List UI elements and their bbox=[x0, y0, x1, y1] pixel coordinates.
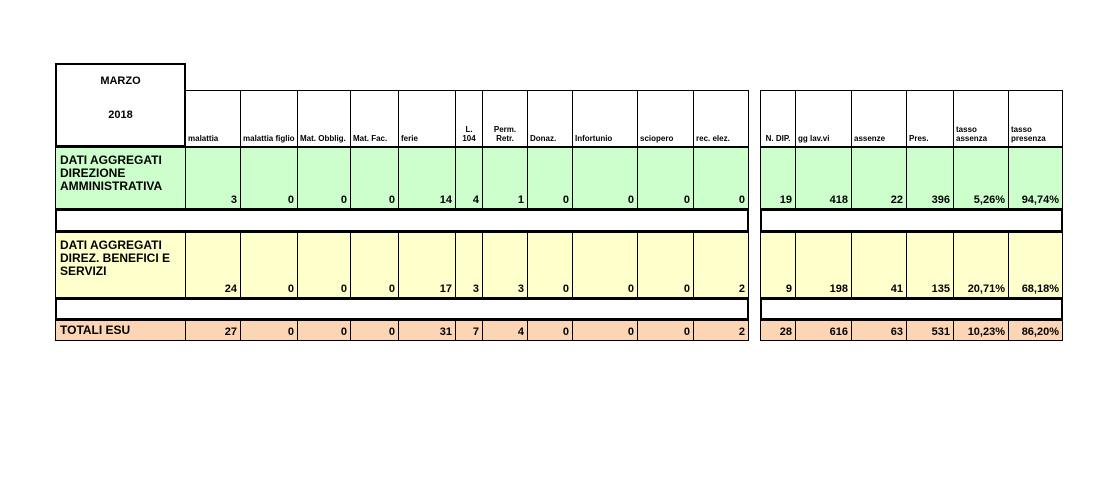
cell: 94,74% bbox=[1008, 147, 1063, 209]
cell: 3 bbox=[185, 147, 241, 209]
column-header: L. 104 bbox=[455, 90, 483, 147]
cell: 0 bbox=[693, 147, 749, 209]
cell: 2 bbox=[693, 320, 749, 341]
cell: 0 bbox=[240, 232, 298, 298]
cell: 0 bbox=[527, 232, 573, 298]
cell: 3 bbox=[482, 232, 528, 298]
cell: 19 bbox=[760, 147, 796, 209]
cell: 2 bbox=[693, 232, 749, 298]
column-header: gg lav.vi bbox=[795, 90, 852, 147]
cell: 63 bbox=[851, 320, 907, 341]
cell: 10,23% bbox=[953, 320, 1009, 341]
cell: 4 bbox=[482, 320, 528, 341]
cell: 0 bbox=[350, 147, 399, 209]
row-label: TOTALI ESU bbox=[55, 320, 186, 341]
cell: 9 bbox=[760, 232, 796, 298]
cell: 17 bbox=[398, 232, 456, 298]
cell: 0 bbox=[572, 320, 638, 341]
cell: 531 bbox=[906, 320, 954, 341]
cell: 396 bbox=[906, 147, 954, 209]
cell: 31 bbox=[398, 320, 456, 341]
cell: 0 bbox=[527, 147, 573, 209]
column-header: tasso assenza bbox=[953, 90, 1009, 147]
cell: 0 bbox=[297, 232, 351, 298]
cell: 5,26% bbox=[953, 147, 1009, 209]
column-header: Pres. bbox=[906, 90, 954, 147]
column-header: Mat. Fac. bbox=[350, 90, 399, 147]
cell: 0 bbox=[240, 320, 298, 341]
cell: 418 bbox=[795, 147, 852, 209]
cell: 4 bbox=[455, 147, 483, 209]
row-label: DATI AGGREGATI DIREZIONE AMMINISTRATIVA bbox=[55, 147, 186, 209]
spacer bbox=[760, 298, 1063, 320]
column-header: malattia figlio bbox=[240, 90, 298, 147]
cell: 14 bbox=[398, 147, 456, 209]
cell: 0 bbox=[637, 147, 694, 209]
cell: 27 bbox=[185, 320, 241, 341]
cell: 24 bbox=[185, 232, 241, 298]
column-header: assenze bbox=[851, 90, 907, 147]
year: 2018 bbox=[108, 109, 133, 121]
cell: 0 bbox=[572, 147, 638, 209]
spacer bbox=[55, 298, 749, 320]
column-header: ferie bbox=[398, 90, 456, 147]
cell: 0 bbox=[572, 232, 638, 298]
cell: 41 bbox=[851, 232, 907, 298]
cell: 3 bbox=[455, 232, 483, 298]
column-header: malattia bbox=[185, 90, 241, 147]
cell: 0 bbox=[297, 147, 351, 209]
cell: 0 bbox=[350, 320, 399, 341]
cell: 0 bbox=[297, 320, 351, 341]
cell: 28 bbox=[760, 320, 796, 341]
cell: 0 bbox=[637, 232, 694, 298]
spacer bbox=[760, 209, 1063, 232]
column-header: Donaz. bbox=[527, 90, 573, 147]
cell: 198 bbox=[795, 232, 852, 298]
cell: 86,20% bbox=[1008, 320, 1063, 341]
cell: 68,18% bbox=[1008, 232, 1063, 298]
spacer bbox=[55, 209, 749, 232]
month: MARZO bbox=[100, 75, 141, 87]
column-header: Infortunio bbox=[572, 90, 638, 147]
row-label: DATI AGGREGATI DIREZ. BENEFICI E SERVIZI bbox=[55, 232, 186, 298]
column-header: tasso presenza bbox=[1008, 90, 1063, 147]
cell: 0 bbox=[240, 147, 298, 209]
cell: 22 bbox=[851, 147, 907, 209]
cell: 135 bbox=[906, 232, 954, 298]
cell: 1 bbox=[482, 147, 528, 209]
column-header: N. DIP. bbox=[760, 90, 796, 147]
header-box: MARZO 2018 bbox=[55, 63, 186, 147]
cell: 616 bbox=[795, 320, 852, 341]
cell: 0 bbox=[350, 232, 399, 298]
cell: 20,71% bbox=[953, 232, 1009, 298]
cell: 7 bbox=[455, 320, 483, 341]
cell: 0 bbox=[527, 320, 573, 341]
column-header: Perm. Retr. bbox=[482, 90, 528, 147]
column-header: rec. elez. bbox=[693, 90, 749, 147]
cell: 0 bbox=[637, 320, 694, 341]
column-header: sciopero bbox=[637, 90, 694, 147]
column-header: Mat. Obblig. bbox=[297, 90, 351, 147]
